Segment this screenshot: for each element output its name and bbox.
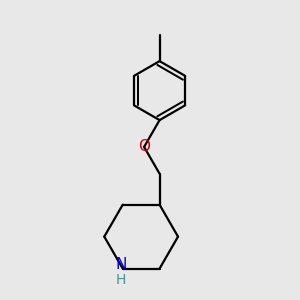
Text: H: H — [116, 273, 126, 287]
Text: O: O — [138, 140, 150, 154]
Text: N: N — [116, 257, 127, 272]
